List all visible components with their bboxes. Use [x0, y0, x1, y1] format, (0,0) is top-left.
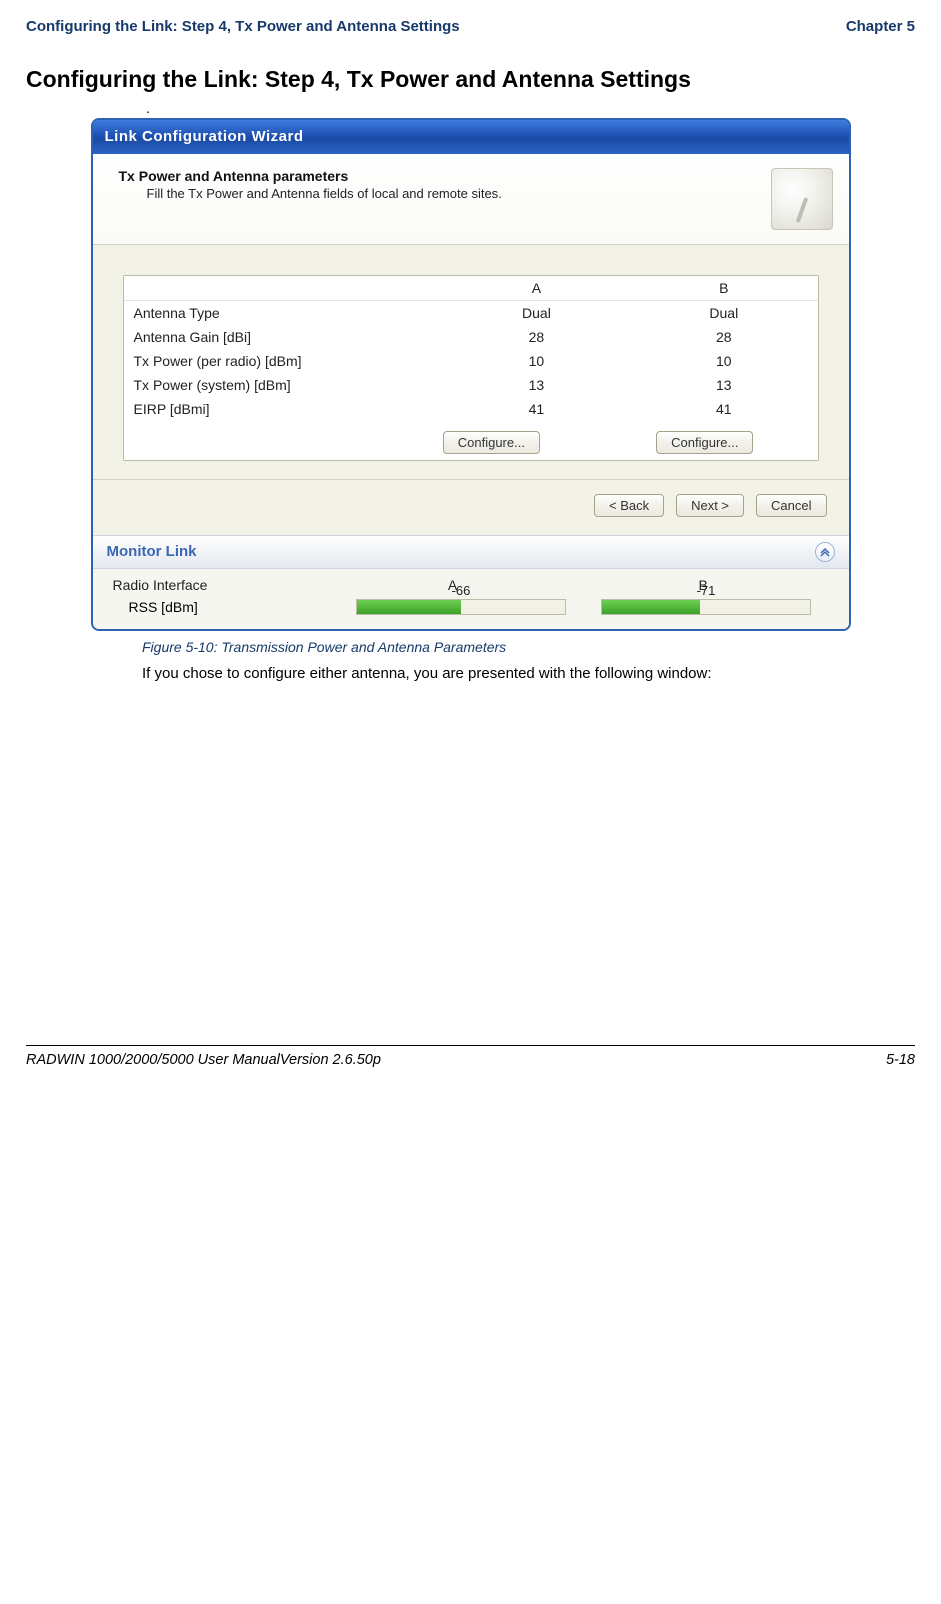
monitor-columns: Radio Interface A B — [105, 575, 837, 595]
stray-dot: . — [26, 100, 915, 116]
table-row: EIRP [dBmi] 41 41 — [124, 397, 818, 421]
footer-left: RADWIN 1000/2000/5000 User ManualVersion… — [26, 1052, 381, 1068]
monitor-link-header[interactable]: Monitor Link — [93, 535, 849, 569]
collapse-icon[interactable] — [815, 542, 835, 562]
wizard-header: Tx Power and Antenna parameters Fill the… — [93, 154, 849, 245]
rss-bar-a: -66 — [356, 599, 566, 615]
page-footer: RADWIN 1000/2000/5000 User ManualVersion… — [26, 1045, 915, 1068]
wizard-logo-icon — [771, 168, 833, 230]
col-b-header: B — [630, 276, 817, 301]
antenna-params-table: A B Antenna Type Dual Dual Antenna Gain … — [123, 275, 819, 461]
wizard-nav: < Back Next > Cancel — [93, 479, 849, 535]
figure-caption: Figure 5-10: Transmission Power and Ante… — [142, 639, 915, 655]
monitor-link-title: Monitor Link — [107, 543, 197, 560]
row-val-a: 28 — [443, 325, 630, 349]
rss-bar-b: -71 — [601, 599, 811, 615]
footer-right: 5-18 — [886, 1052, 915, 1068]
row-label: Antenna Gain [dBi] — [124, 325, 443, 349]
header-left: Configuring the Link: Step 4, Tx Power a… — [26, 18, 460, 35]
window-titlebar[interactable]: Link Configuration Wizard — [93, 120, 849, 154]
section-title: Configuring the Link: Step 4, Tx Power a… — [26, 65, 915, 94]
row-val-a: 41 — [443, 397, 630, 421]
row-val-b: 41 — [630, 397, 817, 421]
radio-interface-label: Radio Interface — [113, 577, 328, 593]
row-val-b: 13 — [630, 373, 817, 397]
configure-a-button[interactable]: Configure... — [443, 431, 540, 454]
next-button[interactable]: Next > — [676, 494, 744, 517]
rss-bar-b-fill — [602, 600, 700, 614]
table-row: Antenna Gain [dBi] 28 28 — [124, 325, 818, 349]
cancel-button[interactable]: Cancel — [756, 494, 826, 517]
row-val-a: Dual — [443, 300, 630, 325]
wizard-window: Link Configuration Wizard Tx Power and A… — [91, 118, 851, 631]
rss-value-b: -71 — [697, 583, 716, 598]
row-label: EIRP [dBmi] — [124, 397, 443, 421]
table-header-row: A B — [124, 276, 818, 301]
col-a-header: A — [443, 276, 630, 301]
row-label: Antenna Type — [124, 300, 443, 325]
configure-b-button[interactable]: Configure... — [656, 431, 753, 454]
row-val-a: 10 — [443, 349, 630, 373]
wizard-step-subtitle: Fill the Tx Power and Antenna fields of … — [119, 186, 761, 201]
row-label: Tx Power (per radio) [dBm] — [124, 349, 443, 373]
monitor-link-body: Radio Interface A B RSS [dBm] -66 -71 — [93, 569, 849, 629]
row-val-b: Dual — [630, 300, 817, 325]
rss-label: RSS [dBm] — [129, 599, 339, 615]
table-row: Antenna Type Dual Dual — [124, 300, 818, 325]
wizard-step-title: Tx Power and Antenna parameters — [119, 168, 761, 184]
rss-row: RSS [dBm] -66 -71 — [105, 595, 837, 617]
page-running-header: Configuring the Link: Step 4, Tx Power a… — [26, 18, 915, 35]
wizard-body: A B Antenna Type Dual Dual Antenna Gain … — [93, 245, 849, 479]
rss-bar-a-fill — [357, 600, 461, 614]
row-val-a: 13 — [443, 373, 630, 397]
row-val-b: 10 — [630, 349, 817, 373]
window-title: Link Configuration Wizard — [105, 128, 304, 145]
back-button[interactable]: < Back — [594, 494, 664, 517]
header-right: Chapter 5 — [846, 18, 915, 35]
rss-value-a: -66 — [452, 583, 471, 598]
row-val-b: 28 — [630, 325, 817, 349]
row-label: Tx Power (system) [dBm] — [124, 373, 443, 397]
table-row: Tx Power (system) [dBm] 13 13 — [124, 373, 818, 397]
follow-paragraph: If you chose to configure either antenna… — [142, 663, 889, 685]
table-row: Tx Power (per radio) [dBm] 10 10 — [124, 349, 818, 373]
